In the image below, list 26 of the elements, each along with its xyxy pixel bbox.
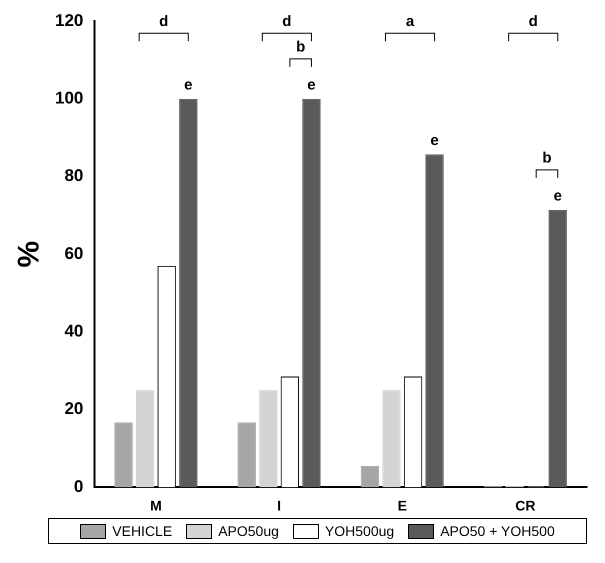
y-tick-label: 120 (54, 10, 84, 30)
x-tick-label: M (150, 497, 162, 514)
y-tick-label: 100 (54, 88, 84, 108)
annotation: b (296, 38, 306, 56)
annotation: a (406, 12, 415, 30)
legend-label: APO50 + YOH500 (440, 523, 555, 539)
y-tick-label: 60 (64, 244, 84, 263)
annotation: d (159, 12, 168, 30)
annotation: e (184, 76, 192, 94)
y-tick-label: 40 (64, 322, 84, 341)
x-tick-label: E (398, 497, 407, 514)
legend-label: VEHICLE (112, 523, 172, 539)
annotation: e (307, 76, 316, 94)
text: YOH500ug (324, 523, 394, 539)
annotation: d (282, 12, 292, 30)
y-axis-title: % (12, 240, 46, 268)
y-tick-label: 0 (74, 476, 84, 496)
annotation: b (542, 150, 552, 167)
y-tick-label: 20 (64, 399, 84, 418)
x-tick-label: I (277, 497, 282, 514)
legend-label: APO50ug (218, 523, 279, 539)
annotation: d (528, 12, 538, 30)
y-tick-label: 80 (64, 166, 84, 186)
x-tick-label: CR (515, 497, 536, 514)
annotation: e (430, 132, 439, 150)
annotation: e (554, 188, 562, 205)
